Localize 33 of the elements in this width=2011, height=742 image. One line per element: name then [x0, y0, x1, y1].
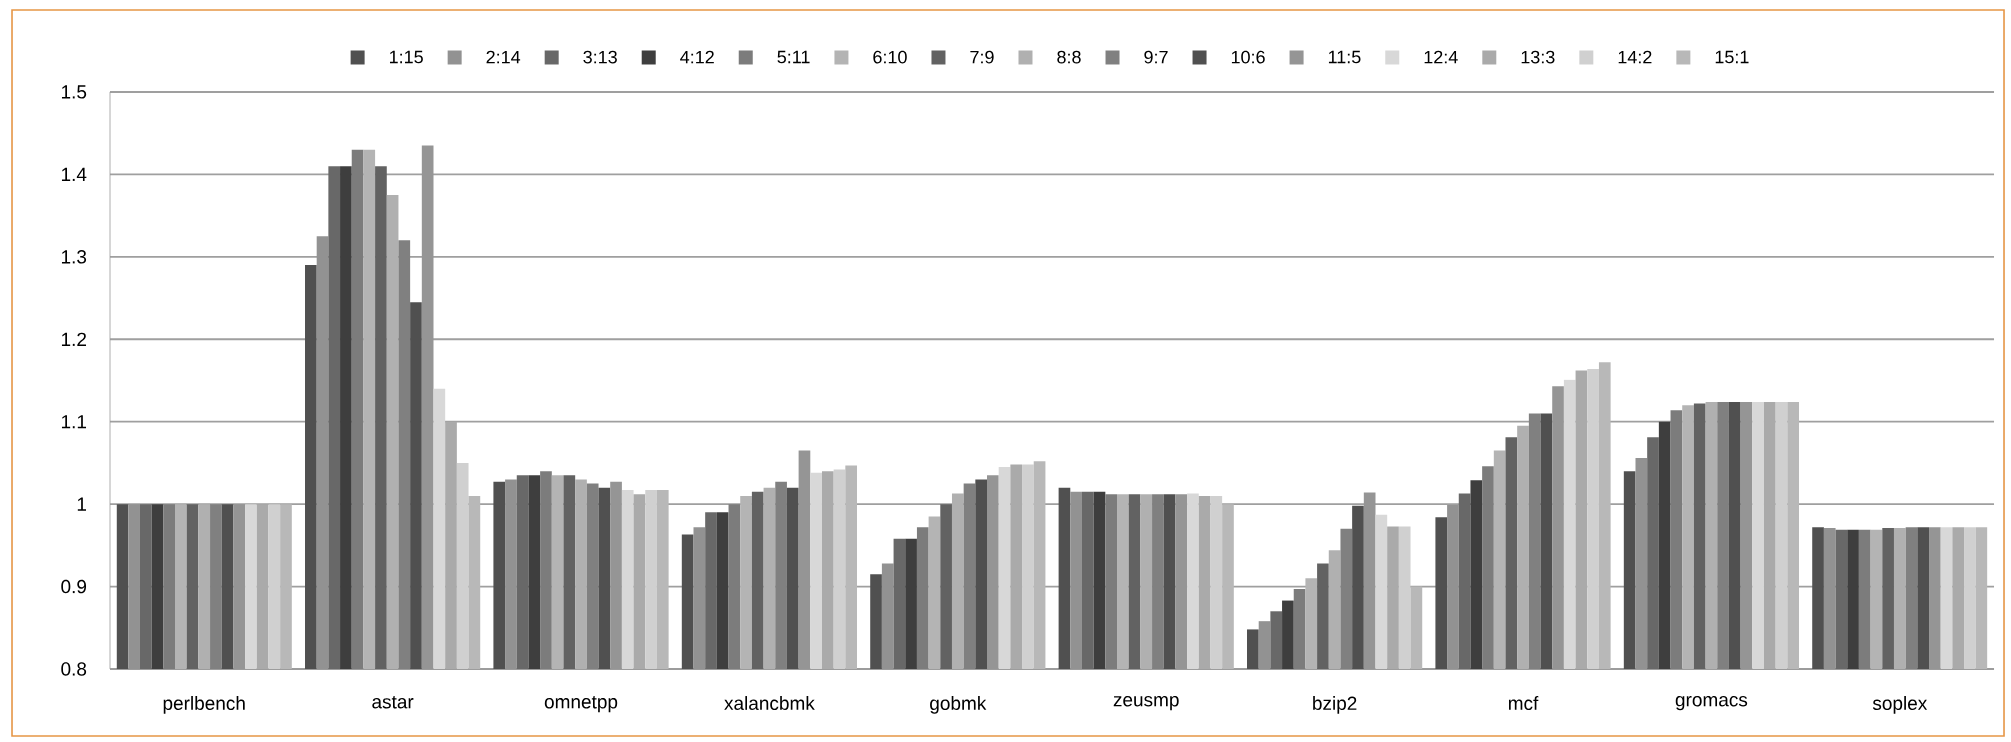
- x-tick-label: perlbench: [163, 696, 245, 714]
- legend-label: 11:5: [1328, 50, 1361, 64]
- legend-label: 10:6: [1231, 50, 1265, 64]
- y-tick-label: 1.1: [61, 415, 87, 429]
- legend-label: 14:2: [1618, 50, 1652, 64]
- x-tick-label: gromacs: [1675, 696, 1748, 711]
- y-tick-label: 1.2: [61, 332, 87, 346]
- legend-label: 9:7: [1144, 50, 1168, 64]
- legend-label: 8:8: [1057, 50, 1081, 64]
- x-tick-label: bzip2: [1313, 696, 1357, 714]
- legend-label: 13:3: [1521, 50, 1555, 64]
- legend-label: 6:10: [873, 50, 907, 64]
- x-tick-label: astar: [372, 696, 414, 709]
- x-tick-label: zeusmp: [1113, 696, 1179, 711]
- y-tick-label: 1.3: [61, 250, 87, 264]
- legend-label: 4:12: [680, 50, 714, 64]
- x-tick-label: mcf: [1508, 696, 1539, 710]
- legend-label: 1:15: [390, 50, 423, 64]
- legend-label: 12:4: [1424, 50, 1458, 64]
- y-tick-label: 1.5: [61, 85, 87, 99]
- x-tick-label: soplex: [1872, 696, 1928, 714]
- y-tick-label: 0.8: [61, 662, 87, 676]
- y-tick-label: 1.4: [61, 167, 87, 181]
- x-tick-label: omnetpp: [544, 696, 618, 713]
- legend-label: 15:1: [1715, 50, 1749, 64]
- legend-label: 7:9: [970, 50, 994, 64]
- y-tick-label: 0.9: [61, 579, 87, 594]
- x-tick-label: gobmk: [930, 696, 987, 714]
- legend-label: 3:13: [583, 50, 617, 64]
- y-tick-label: 1: [77, 497, 87, 511]
- x-tick-label: xalancbmk: [724, 696, 815, 711]
- legend-label: 2:14: [486, 50, 521, 64]
- legend-label: 5:11: [777, 50, 810, 64]
